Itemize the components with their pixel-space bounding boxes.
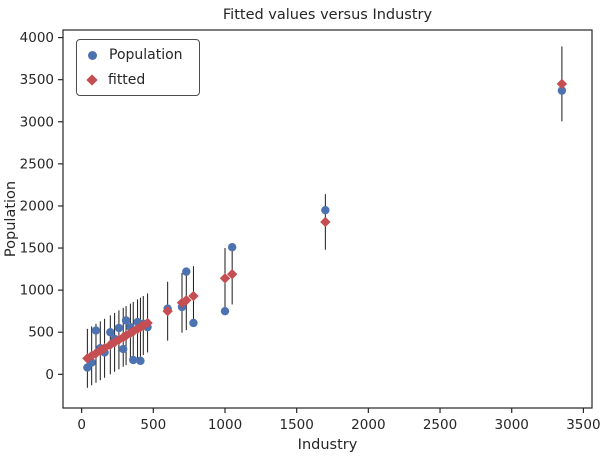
x-axis-label: Industry xyxy=(297,437,358,453)
population-point xyxy=(557,86,567,95)
plot-frame xyxy=(62,29,593,409)
population-point xyxy=(121,316,131,325)
fitted-point xyxy=(99,343,110,354)
fitted-point xyxy=(162,305,173,317)
fitted-point xyxy=(188,290,199,302)
y-tick-label: 1500 xyxy=(20,241,54,257)
y-tick-label: 3500 xyxy=(20,72,54,88)
population-point xyxy=(227,243,237,252)
population-point xyxy=(114,323,124,333)
legend-marker-fitted xyxy=(86,74,98,86)
population-point xyxy=(119,344,128,354)
population-point xyxy=(136,356,145,366)
population-point xyxy=(129,355,138,365)
x-tick-label: 3500 xyxy=(566,417,600,433)
x-tick-label: 2000 xyxy=(351,417,385,433)
x-tick-label: 2500 xyxy=(423,417,457,433)
x-tick-label: 1000 xyxy=(208,417,242,433)
y-tick-label: 1000 xyxy=(20,283,54,299)
y-tick-label: 0 xyxy=(45,367,54,383)
legend-marker-population xyxy=(88,50,97,60)
population-point xyxy=(91,326,101,335)
population-point xyxy=(189,318,198,328)
fitted-point xyxy=(226,268,238,280)
fitted-point xyxy=(219,273,231,284)
legend: Population fitted xyxy=(76,39,200,96)
legend-label-population: Population xyxy=(109,47,183,63)
legend-entry-fitted: fitted xyxy=(86,72,183,88)
legend-entry-population: Population xyxy=(88,48,183,62)
population-point xyxy=(220,306,230,316)
y-tick-label: 4000 xyxy=(20,30,54,46)
y-axis-label: Population xyxy=(3,180,19,258)
y-tick-label: 3000 xyxy=(20,114,54,130)
y-tick-label: 2000 xyxy=(20,198,54,214)
fitted-point xyxy=(556,78,568,90)
x-tick-label: 3000 xyxy=(495,417,529,433)
x-tick-label: 0 xyxy=(77,417,86,433)
chart-title: Fitted values versus Industry xyxy=(222,7,433,23)
y-tick-label: 500 xyxy=(28,325,54,341)
fitted-point xyxy=(320,216,331,228)
population-point xyxy=(321,205,330,215)
legend-label-fitted: fitted xyxy=(108,72,146,88)
population-point xyxy=(182,267,191,276)
fitted-point xyxy=(142,317,153,329)
x-tick-label: 1500 xyxy=(279,417,313,433)
fitted-point xyxy=(113,334,125,346)
population-point xyxy=(106,328,115,337)
y-tick-label: 2500 xyxy=(20,156,54,172)
fitted-point xyxy=(181,295,192,306)
x-tick-label: 500 xyxy=(140,417,166,433)
